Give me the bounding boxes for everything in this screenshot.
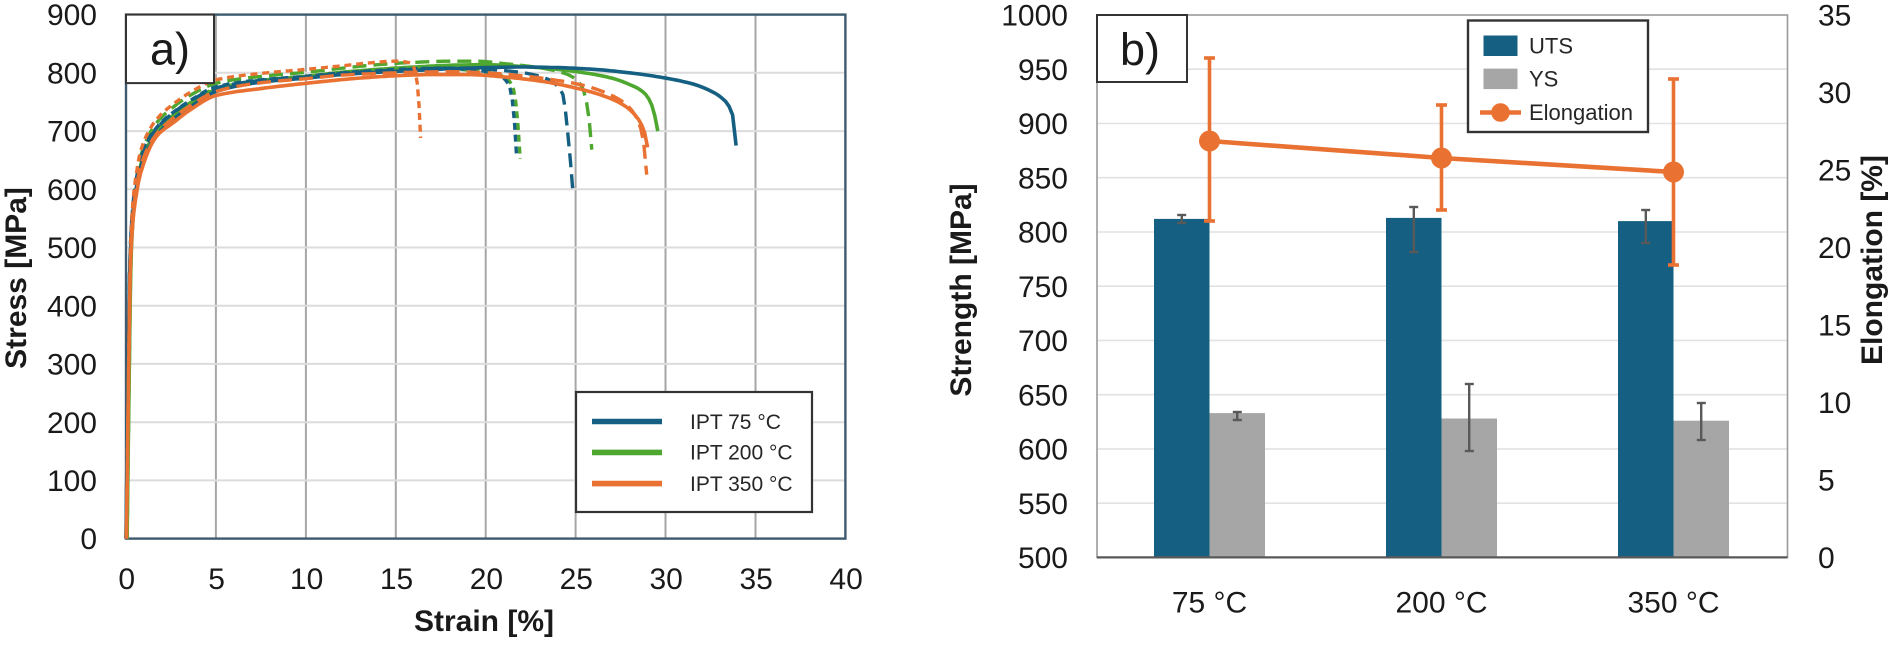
svg-text:750: 750 xyxy=(1018,271,1068,304)
svg-text:Elongation [%]: Elongation [%] xyxy=(1856,155,1889,365)
svg-text:25: 25 xyxy=(1818,155,1851,188)
svg-text:30: 30 xyxy=(1818,77,1851,110)
svg-text:900: 900 xyxy=(1018,108,1068,141)
svg-text:15: 15 xyxy=(1818,310,1851,343)
svg-text:20: 20 xyxy=(470,563,503,596)
svg-text:IPT 200 °C: IPT 200 °C xyxy=(690,442,793,465)
svg-text:30: 30 xyxy=(650,563,683,596)
svg-text:700: 700 xyxy=(47,116,97,149)
svg-text:600: 600 xyxy=(47,174,97,207)
svg-text:800: 800 xyxy=(47,57,97,90)
svg-text:200 °C: 200 °C xyxy=(1395,587,1487,620)
svg-text:350 °C: 350 °C xyxy=(1627,587,1719,620)
svg-text:400: 400 xyxy=(47,290,97,323)
svg-text:UTS: UTS xyxy=(1529,34,1573,59)
svg-text:850: 850 xyxy=(1018,162,1068,195)
svg-text:700: 700 xyxy=(1018,325,1068,358)
svg-text:Strain [%]: Strain [%] xyxy=(414,605,554,638)
svg-text:200: 200 xyxy=(47,407,97,440)
svg-text:YS: YS xyxy=(1529,67,1558,92)
svg-text:35: 35 xyxy=(1818,0,1851,33)
svg-text:5: 5 xyxy=(208,563,225,596)
svg-text:600: 600 xyxy=(1018,434,1068,467)
svg-text:Stress [MPa]: Stress [MPa] xyxy=(0,187,33,369)
svg-text:1000: 1000 xyxy=(1001,0,1068,33)
svg-text:Strength [MPa]: Strength [MPa] xyxy=(945,183,978,396)
svg-text:0: 0 xyxy=(80,523,97,556)
svg-text:900: 900 xyxy=(47,0,97,32)
svg-text:a): a) xyxy=(150,24,190,75)
svg-text:20: 20 xyxy=(1818,232,1851,265)
svg-text:5: 5 xyxy=(1818,465,1835,498)
svg-text:IPT 350 °C: IPT 350 °C xyxy=(690,473,793,496)
svg-text:500: 500 xyxy=(1018,542,1068,575)
svg-text:Elongation: Elongation xyxy=(1529,100,1633,125)
svg-text:35: 35 xyxy=(740,563,773,596)
svg-text:950: 950 xyxy=(1018,54,1068,87)
svg-text:550: 550 xyxy=(1018,488,1068,521)
svg-text:100: 100 xyxy=(47,465,97,498)
svg-text:10: 10 xyxy=(290,563,323,596)
svg-text:75 °C: 75 °C xyxy=(1172,587,1247,620)
svg-text:650: 650 xyxy=(1018,379,1068,412)
svg-text:0: 0 xyxy=(118,563,135,596)
svg-text:15: 15 xyxy=(380,563,413,596)
svg-text:IPT 75 °C: IPT 75 °C xyxy=(690,411,781,434)
svg-text:800: 800 xyxy=(1018,217,1068,250)
svg-text:b): b) xyxy=(1120,24,1160,75)
svg-text:0: 0 xyxy=(1818,542,1835,575)
svg-text:40: 40 xyxy=(829,563,862,596)
svg-text:500: 500 xyxy=(47,232,97,265)
svg-text:25: 25 xyxy=(560,563,593,596)
svg-text:10: 10 xyxy=(1818,387,1851,420)
svg-text:300: 300 xyxy=(47,349,97,382)
